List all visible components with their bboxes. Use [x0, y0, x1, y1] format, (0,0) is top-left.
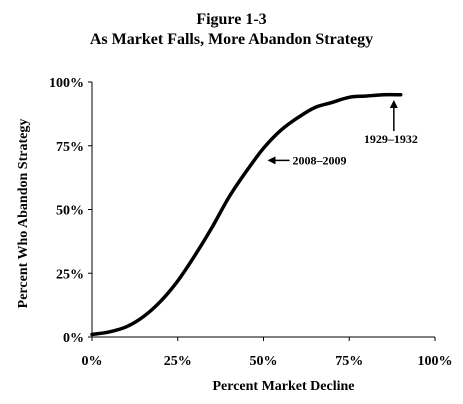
x-axis-label: Percent Market Decline [212, 379, 354, 394]
annotation-label: 1929–1932 [364, 132, 418, 146]
y-tick-label: 75% [56, 140, 84, 155]
tick-group: 0% 25% 50% 75% 100% 0% 25% 50% 75% 100% [49, 76, 453, 369]
figure-number: Figure 1-3 [196, 11, 267, 28]
chart-axes [91, 82, 435, 338]
chart-title: As Market Falls, More Abandon Strategy [89, 31, 374, 48]
series-group [90, 92, 403, 337]
annotation-arrowhead [389, 100, 398, 109]
x-tick-label: 0% [82, 354, 103, 369]
x-tick-label: 75% [335, 354, 363, 369]
x-tick-label: 25% [164, 354, 192, 369]
y-tick-label: 25% [56, 267, 84, 282]
annotation-arrowhead [267, 156, 276, 165]
x-tick-label: 100% [418, 354, 453, 369]
y-tick-label: 0% [63, 331, 84, 346]
x-tick-label: 50% [250, 354, 278, 369]
annotation-group: 2008–2009 1929–1932 [267, 100, 418, 167]
annotation-label: 2008–2009 [293, 153, 347, 167]
y-tick-label: 100% [49, 76, 84, 91]
series-line [90, 92, 403, 337]
y-tick-label: 50% [56, 204, 84, 219]
y-axis-label: Percent Who Abandon Strategy [16, 119, 31, 309]
